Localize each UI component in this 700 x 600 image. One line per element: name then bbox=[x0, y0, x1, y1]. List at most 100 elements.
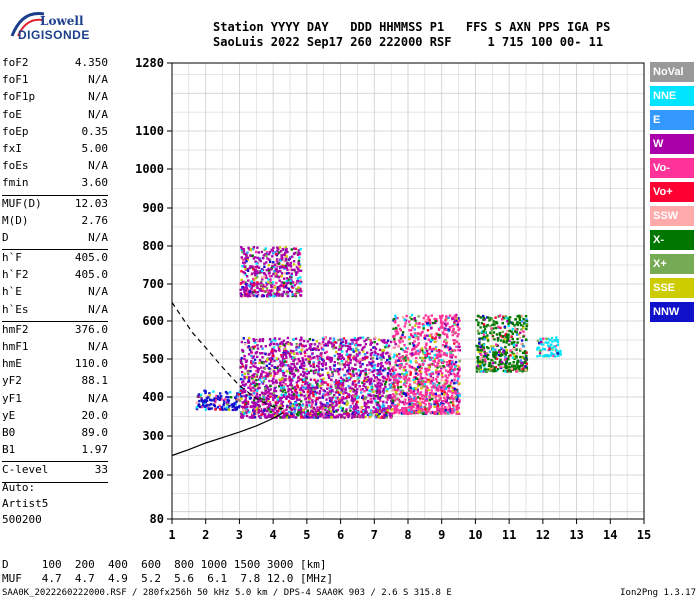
echo-point bbox=[383, 383, 387, 386]
echo-point bbox=[445, 392, 448, 395]
echo-point bbox=[342, 392, 345, 395]
echo-point bbox=[399, 356, 402, 359]
echo-point bbox=[504, 370, 507, 373]
echo-point bbox=[312, 361, 315, 364]
echo-point bbox=[348, 386, 351, 390]
echo-point bbox=[402, 358, 405, 361]
echo-point bbox=[274, 251, 277, 254]
echo-point bbox=[346, 344, 350, 348]
echo-point bbox=[274, 389, 278, 393]
echo-point bbox=[494, 361, 497, 364]
echo-point bbox=[398, 339, 401, 342]
param-value: 405.0 bbox=[74, 251, 108, 265]
echo-point bbox=[511, 332, 514, 335]
echo-point bbox=[246, 400, 250, 404]
echo-point bbox=[398, 352, 401, 356]
echo-point bbox=[450, 365, 454, 368]
echo-point bbox=[426, 334, 429, 337]
echo-point bbox=[499, 334, 502, 337]
echo-point bbox=[255, 408, 258, 411]
echo-point bbox=[256, 246, 259, 249]
echo-point bbox=[204, 390, 207, 393]
echo-point bbox=[245, 394, 248, 397]
echo-point bbox=[346, 363, 349, 367]
echo-point bbox=[435, 409, 439, 412]
profile-dashed-curve bbox=[171, 302, 284, 410]
param-row: foEs N/A bbox=[2, 159, 108, 176]
echo-point bbox=[268, 379, 271, 383]
echo-point bbox=[256, 291, 260, 294]
x-tick-label: 13 bbox=[569, 528, 583, 542]
echo-point bbox=[375, 390, 378, 393]
echo-point bbox=[394, 330, 397, 333]
echo-point bbox=[381, 389, 385, 393]
echo-point bbox=[242, 281, 246, 284]
echo-point bbox=[432, 382, 435, 385]
echo-point bbox=[396, 397, 400, 401]
echo-point bbox=[420, 405, 423, 408]
echo-point bbox=[271, 265, 274, 268]
echo-point bbox=[267, 415, 270, 418]
echo-point bbox=[316, 379, 319, 382]
echo-point bbox=[550, 343, 553, 347]
echo-point bbox=[329, 392, 332, 395]
echo-point bbox=[449, 326, 452, 329]
echo-point bbox=[385, 352, 388, 355]
echo-point bbox=[235, 406, 239, 409]
echo-point bbox=[550, 352, 553, 356]
echo-point bbox=[522, 330, 525, 333]
echo-point bbox=[295, 394, 298, 397]
echo-point bbox=[385, 401, 388, 404]
echo-point bbox=[291, 397, 294, 400]
echo-point bbox=[437, 407, 440, 411]
echo-point bbox=[384, 410, 388, 413]
echo-point bbox=[382, 387, 385, 391]
echo-point bbox=[276, 371, 279, 375]
y-tick-label: 1280 bbox=[135, 56, 164, 70]
echo-point bbox=[518, 368, 521, 371]
digisonde-logo: Lowell DIGISONDE bbox=[4, 4, 89, 44]
echo-point bbox=[294, 406, 297, 409]
echo-point bbox=[454, 365, 457, 368]
echo-point bbox=[458, 327, 461, 330]
echo-point bbox=[424, 388, 428, 391]
echo-point bbox=[260, 345, 263, 348]
echo-point bbox=[315, 380, 318, 384]
echo-point bbox=[373, 340, 376, 344]
echo-point bbox=[363, 379, 366, 383]
y-tick-label: 900 bbox=[142, 201, 164, 215]
echo-point bbox=[299, 276, 302, 279]
echo-point bbox=[274, 412, 277, 416]
echo-point bbox=[309, 391, 312, 394]
echo-point bbox=[446, 407, 450, 411]
echo-point bbox=[376, 369, 379, 372]
echo-point bbox=[287, 387, 290, 391]
echo-point bbox=[289, 279, 292, 282]
echo-point bbox=[444, 338, 447, 342]
echo-point bbox=[387, 344, 391, 347]
echo-point bbox=[357, 411, 360, 414]
echo-point bbox=[258, 361, 261, 365]
echo-point bbox=[260, 295, 264, 298]
echo-point bbox=[376, 388, 379, 392]
echo-point bbox=[267, 252, 271, 256]
echo-point bbox=[330, 399, 333, 402]
x-tick-label: 1 bbox=[168, 528, 175, 542]
echo-point bbox=[378, 397, 382, 400]
echo-point bbox=[482, 323, 486, 326]
echo-point bbox=[439, 360, 442, 363]
echo-point bbox=[352, 350, 355, 353]
echo-point bbox=[306, 412, 309, 416]
echo-point bbox=[276, 413, 279, 416]
echo-point bbox=[456, 410, 459, 414]
echo-point bbox=[443, 388, 446, 392]
echo-point bbox=[476, 364, 480, 368]
echo-point bbox=[407, 377, 411, 380]
echo-point bbox=[340, 396, 344, 400]
echo-point bbox=[489, 331, 492, 334]
echo-point bbox=[240, 395, 243, 398]
echo-point bbox=[409, 373, 412, 376]
echo-point bbox=[367, 379, 370, 382]
echo-point bbox=[370, 388, 374, 391]
echo-point bbox=[424, 320, 427, 323]
